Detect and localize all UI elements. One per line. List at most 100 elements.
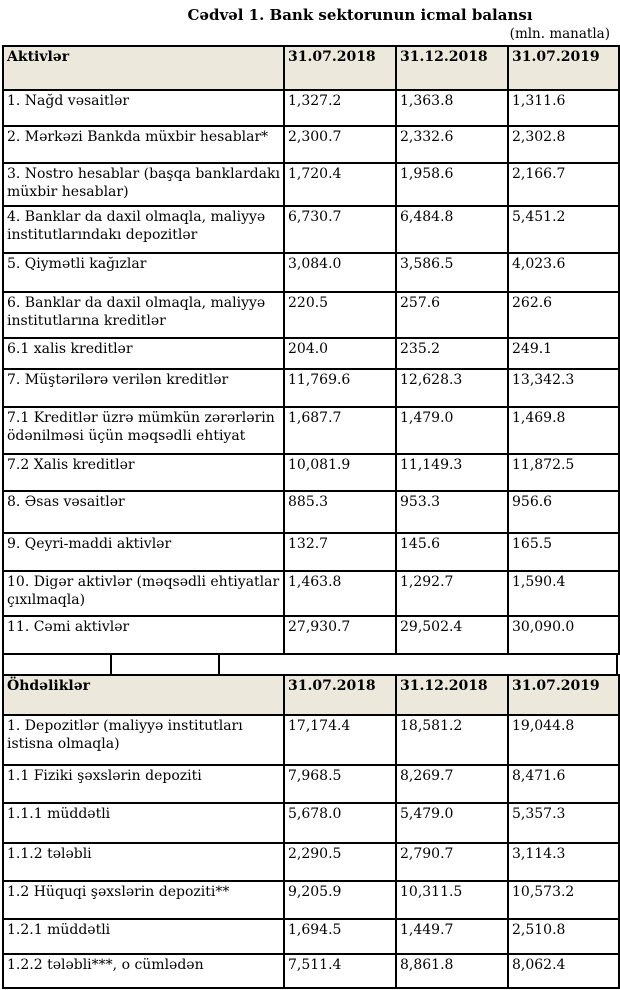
value-cell: 3,114.3 xyxy=(507,842,620,882)
value-cell: 18,581.2 xyxy=(395,714,509,766)
value-cell: 1,463.8 xyxy=(283,570,397,617)
row-label-cell: 6.1 xalis kreditlər xyxy=(2,337,285,370)
table-row: 7.2 Xalis kreditlər 10,081.9 11,149.3 11,87… xyxy=(2,453,620,492)
value-cell: 1,687.7 xyxy=(283,406,397,455)
value-cell: 17,174.4 xyxy=(283,714,397,766)
liabilities-table: Öhdəliklər 31.07.2018 31.12.2018 31.07.2019… xyxy=(2,674,620,989)
table-separator xyxy=(2,655,618,674)
value-cell: 3,084.0 xyxy=(283,252,397,293)
value-cell: 5,479.0 xyxy=(395,802,509,844)
value-cell: 2,332.6 xyxy=(395,125,509,164)
value-cell: 6,484.8 xyxy=(395,205,509,254)
header-row: Öhdəliklər 31.07.2018 31.12.2018 31.07.2019 xyxy=(2,674,620,716)
table-row: 11. Cəmi aktivlər 27,930.7 29,502.4 30,090.… xyxy=(2,615,620,655)
row-label-cell: 7.1 Kreditlər üzrə mümkün zərərlərin ödə… xyxy=(2,406,285,455)
value-cell: 235.2 xyxy=(395,337,509,370)
date-header-cell: 31.07.2019 xyxy=(507,45,620,91)
value-cell: 249.1 xyxy=(507,337,620,370)
value-cell: 11,149.3 xyxy=(395,453,509,492)
value-cell: 2,300.7 xyxy=(283,125,397,164)
value-cell: 30,090.0 xyxy=(507,615,620,655)
value-cell: 8,471.6 xyxy=(507,764,620,804)
date-header-cell: 31.07.2019 xyxy=(507,674,620,716)
value-cell: 9,205.9 xyxy=(283,880,397,920)
unit-note: (mln. manatla) xyxy=(509,26,610,42)
value-cell: 1,958.6 xyxy=(395,162,509,207)
value-cell: 1,292.7 xyxy=(395,570,509,617)
separator-cell xyxy=(220,655,616,674)
table-row: 10. Digər aktivlər (məqsədli ehtiyatlar … xyxy=(2,570,620,617)
table-row: 2. Mərkəzi Bankda müxbir hesablar* 2,300.… xyxy=(2,125,620,164)
value-cell: 165.5 xyxy=(507,532,620,572)
date-header-cell: 31.07.2018 xyxy=(283,45,397,91)
value-cell: 29,502.4 xyxy=(395,615,509,655)
value-cell: 10,573.2 xyxy=(507,880,620,920)
row-label-cell: 9. Qeyri-maddi aktivlər xyxy=(2,532,285,572)
table-row: 6.1 xalis kreditlər 204.0 235.2 249.1 xyxy=(2,337,620,370)
table-row: 1.1.1 müddətli 5,678.0 5,479.0 5,357.3 xyxy=(2,802,620,844)
value-cell: 4,023.6 xyxy=(507,252,620,293)
table-row: 1.1 Fiziki şəxslərin depoziti 7,968.5 8,26… xyxy=(2,764,620,804)
row-label-cell: 10. Digər aktivlər (məqsədli ehtiyatlar … xyxy=(2,570,285,617)
table-row: 1.2.2 tələbli***, o cümlədən 7,511.4 8,861… xyxy=(2,953,620,989)
value-cell: 132.7 xyxy=(283,532,397,572)
table-row: 9. Qeyri-maddi aktivlər 132.7 145.6 165.5 xyxy=(2,532,620,572)
row-label-cell: 1.2 Hüquqi şəxslərin depoziti** xyxy=(2,880,285,920)
value-cell: 1,327.2 xyxy=(283,89,397,127)
value-cell: 5,678.0 xyxy=(283,802,397,844)
table-row: 1. Nağd vəsaitlər 1,327.2 1,363.8 1,311.6 xyxy=(2,89,620,127)
table-row: 5. Qiymətli kağızlar 3,084.0 3,586.5 4,023.… xyxy=(2,252,620,293)
value-cell: 1,363.8 xyxy=(395,89,509,127)
value-cell: 5,357.3 xyxy=(507,802,620,844)
value-cell: 220.5 xyxy=(283,291,397,339)
value-cell: 12,628.3 xyxy=(395,368,509,408)
section-header-cell: Aktivlər xyxy=(2,45,285,91)
value-cell: 1,720.4 xyxy=(283,162,397,207)
value-cell: 11,769.6 xyxy=(283,368,397,408)
value-cell: 11,872.5 xyxy=(507,453,620,492)
row-label-cell: 1. Depozitlər (maliyyə institutları isti… xyxy=(2,714,285,766)
row-label-cell: 5. Qiymətli kağızlar xyxy=(2,252,285,293)
row-label-cell: 1.1.1 müddətli xyxy=(2,802,285,844)
row-label-cell: 1. Nağd vəsaitlər xyxy=(2,89,285,127)
row-label-cell: 7.2 Xalis kreditlər xyxy=(2,453,285,492)
separator-cell xyxy=(4,655,112,674)
table-row: 7.1 Kreditlər üzrə mümkün zərərlərin ödə… xyxy=(2,406,620,455)
value-cell: 7,968.5 xyxy=(283,764,397,804)
table-row: 7. Müştərilərə verilən kreditlər 11,769.6… xyxy=(2,368,620,408)
value-cell: 2,302.8 xyxy=(507,125,620,164)
value-cell: 7,511.4 xyxy=(283,953,397,989)
table-row: 8. Əsas vəsaitlər 885.3 953.3 956.6 xyxy=(2,490,620,534)
page-title: Cədvəl 1. Bank sektorunun icmal balansı xyxy=(187,6,533,24)
section-header-cell: Öhdəliklər xyxy=(2,674,285,716)
value-cell: 1,590.4 xyxy=(507,570,620,617)
row-label-cell: 7. Müştərilərə verilən kreditlər xyxy=(2,368,285,408)
table-row: 1.1.2 tələbli 2,290.5 2,790.7 3,114.3 xyxy=(2,842,620,882)
value-cell: 10,081.9 xyxy=(283,453,397,492)
value-cell: 204.0 xyxy=(283,337,397,370)
header-row: Aktivlər 31.07.2018 31.12.2018 31.07.2019 xyxy=(2,45,620,91)
separator-cell xyxy=(112,655,220,674)
value-cell: 8,062.4 xyxy=(507,953,620,989)
date-header-cell: 31.12.2018 xyxy=(395,674,509,716)
value-cell: 953.3 xyxy=(395,490,509,534)
row-label-cell: 1.2.1 müddətli xyxy=(2,918,285,955)
table-row: 1.2 Hüquqi şəxslərin depoziti** 9,205.9 10… xyxy=(2,880,620,920)
value-cell: 5,451.2 xyxy=(507,205,620,254)
row-label-cell: 1.2.2 tələbli***, o cümlədən xyxy=(2,953,285,989)
row-label-cell: 8. Əsas vəsaitlər xyxy=(2,490,285,534)
value-cell: 257.6 xyxy=(395,291,509,339)
value-cell: 1,694.5 xyxy=(283,918,397,955)
value-cell: 27,930.7 xyxy=(283,615,397,655)
value-cell: 885.3 xyxy=(283,490,397,534)
assets-table: Aktivlər 31.07.2018 31.12.2018 31.07.2019 1.… xyxy=(2,45,620,655)
value-cell: 1,479.0 xyxy=(395,406,509,455)
row-label-cell: 1.1 Fiziki şəxslərin depoziti xyxy=(2,764,285,804)
value-cell: 1,311.6 xyxy=(507,89,620,127)
value-cell: 2,166.7 xyxy=(507,162,620,207)
row-label-cell: 2. Mərkəzi Bankda müxbir hesablar* xyxy=(2,125,285,164)
row-label-cell: 3. Nostro hesablar (başqa banklardakı mü… xyxy=(2,162,285,207)
value-cell: 3,586.5 xyxy=(395,252,509,293)
value-cell: 6,730.7 xyxy=(283,205,397,254)
